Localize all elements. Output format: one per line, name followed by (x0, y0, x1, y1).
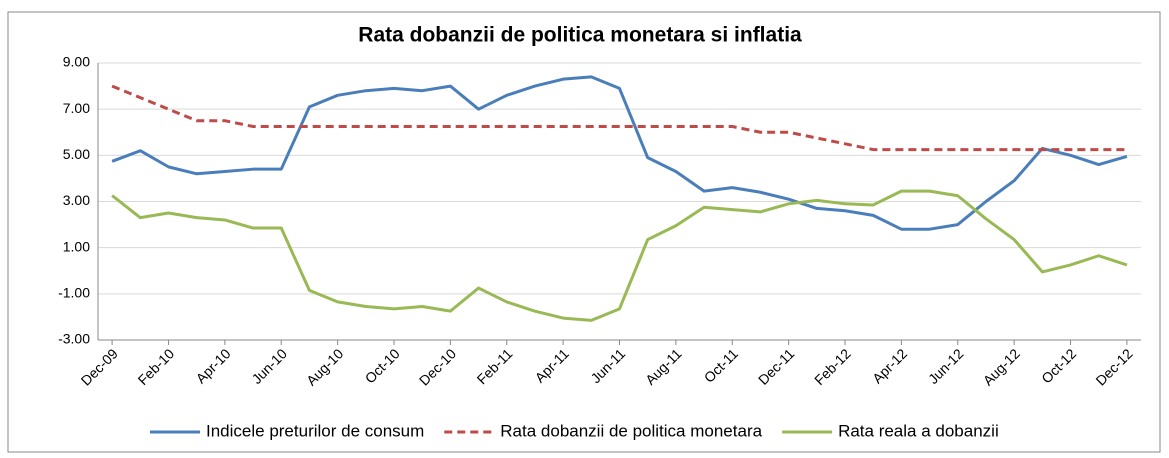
legend-text: Rata reala a dobanzii (838, 421, 999, 440)
y-tick-label: -1.00 (58, 285, 90, 301)
chart-border (7, 11, 1161, 453)
y-tick-label: 1.00 (63, 238, 90, 254)
y-tick-label: 7.00 (63, 100, 90, 116)
series-line (111, 75, 1128, 231)
y-tick-label: 3.00 (63, 192, 90, 208)
series-line (111, 84, 1127, 152)
y-tick-label: -3.00 (58, 331, 90, 347)
y-tick-label: 9.00 (63, 54, 90, 70)
series-line (111, 189, 1128, 322)
legend-text: Rata dobanzii de politica monetara (500, 421, 762, 440)
chart-title: Rata dobanzii de politica monetara si in… (358, 24, 802, 47)
y-tick-label: 5.00 (63, 146, 90, 162)
legend-text: Indicele preturilor de consum (206, 421, 424, 440)
